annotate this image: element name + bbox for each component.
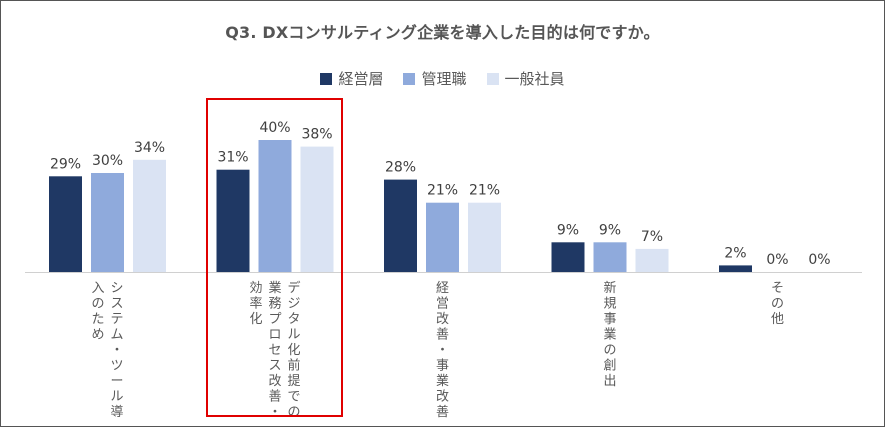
bar bbox=[384, 179, 417, 272]
category-label: 入のため bbox=[91, 281, 104, 343]
legend-item: 一般社員 bbox=[486, 68, 565, 89]
bar bbox=[49, 176, 82, 272]
data-label: 38% bbox=[301, 127, 332, 143]
chart-title: Q3. DXコンサルティング企業を導入した目的は何ですか。 bbox=[225, 23, 660, 42]
data-label: 9% bbox=[599, 222, 621, 238]
data-label: 28% bbox=[385, 160, 416, 176]
bar bbox=[91, 173, 124, 272]
bar bbox=[593, 242, 627, 272]
legend-label: 一般社員 bbox=[504, 70, 565, 88]
legend-item: 管理職 bbox=[403, 68, 467, 89]
data-label: 9% bbox=[557, 222, 579, 238]
bar bbox=[426, 202, 459, 272]
bar bbox=[133, 159, 166, 272]
category-label: 新規事業の創出 bbox=[603, 280, 616, 389]
legend-label: 経営層 bbox=[338, 70, 384, 88]
legend-swatch bbox=[403, 72, 416, 85]
legend-swatch bbox=[320, 72, 333, 85]
bar bbox=[468, 202, 501, 272]
data-label: 21% bbox=[469, 183, 500, 199]
chart-legend: 経営層 管理職 一般社員 bbox=[0, 68, 885, 89]
highlight-box bbox=[206, 98, 343, 417]
bar bbox=[216, 169, 250, 272]
category-label: その他 bbox=[771, 281, 784, 327]
data-label: 31% bbox=[217, 150, 248, 166]
data-label: 0% bbox=[766, 252, 788, 268]
bar bbox=[551, 242, 585, 272]
bar bbox=[635, 248, 669, 272]
legend-item: 経営層 bbox=[320, 68, 383, 89]
data-label: 0% bbox=[808, 252, 830, 268]
legend-label: 管理職 bbox=[421, 70, 467, 88]
data-label: 2% bbox=[724, 245, 746, 261]
data-label: 34% bbox=[134, 140, 165, 156]
data-label: 29% bbox=[50, 156, 81, 172]
category-label: システム・ツール導 bbox=[110, 281, 123, 420]
legend-swatch bbox=[486, 72, 499, 85]
data-label: 7% bbox=[641, 229, 663, 245]
bar bbox=[258, 140, 292, 272]
data-label: 40% bbox=[259, 120, 290, 136]
category-label: 経営改善・事業改善 bbox=[436, 281, 449, 420]
bar bbox=[300, 146, 334, 272]
data-label: 30% bbox=[92, 153, 123, 169]
bar bbox=[719, 265, 752, 272]
data-label: 21% bbox=[427, 183, 458, 199]
category-label: 効率化 bbox=[249, 281, 262, 327]
